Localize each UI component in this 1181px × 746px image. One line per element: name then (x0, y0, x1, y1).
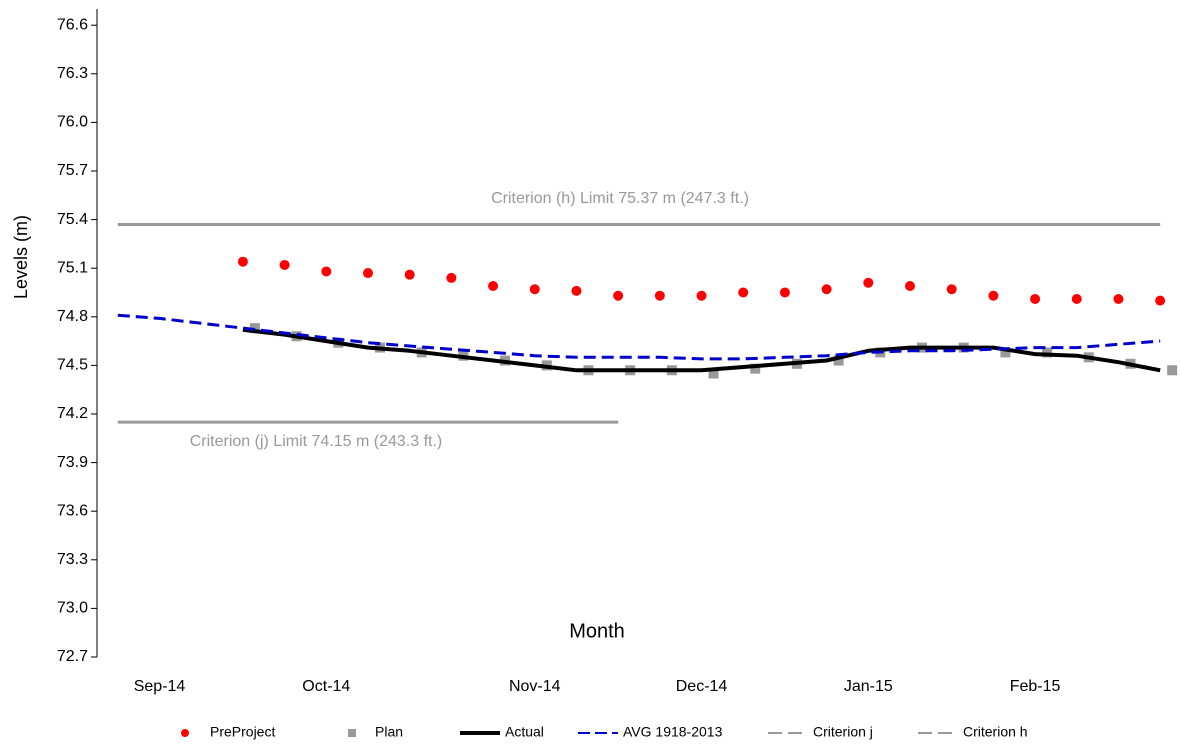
data-point (1167, 365, 1178, 376)
data-point (833, 355, 844, 366)
y-tick-label: 74.5 (57, 357, 88, 374)
data-point (738, 287, 749, 298)
data-point (613, 290, 624, 301)
data-point (988, 290, 999, 301)
legend-label: PreProject (210, 724, 275, 740)
y-tick-label: 73.0 (57, 600, 88, 617)
y-tick-label: 73.3 (57, 551, 88, 568)
y-tick-label: 75.7 (57, 162, 88, 179)
data-point (946, 284, 957, 295)
x-axis-title: Month (569, 620, 625, 642)
annotation: Criterion (h) Limit 75.37 m (247.3 ft.) (491, 190, 749, 207)
legend-label: Actual (505, 724, 544, 740)
y-tick-label: 76.6 (57, 16, 88, 33)
data-point (1155, 295, 1166, 306)
y-tick-label: 73.9 (57, 454, 88, 471)
data-point (654, 290, 665, 301)
x-tick-label: Nov-14 (509, 678, 561, 695)
data-point (821, 284, 832, 295)
data-point (488, 281, 499, 292)
y-tick-label: 76.3 (57, 65, 88, 82)
legend-label: Criterion h (963, 724, 1028, 740)
y-tick-label: 73.6 (57, 502, 88, 519)
y-axis-title: Levels (m) (11, 215, 31, 299)
y-tick-label: 74.2 (57, 405, 88, 422)
data-point (1042, 347, 1053, 358)
y-tick-label: 74.8 (57, 308, 88, 325)
data-point (750, 363, 761, 374)
legend-label: Plan (375, 724, 403, 740)
data-point (779, 287, 790, 298)
x-tick-label: Oct-14 (302, 678, 350, 695)
legend-label: Criterion j (813, 724, 873, 740)
legend-symbol (181, 729, 189, 737)
legend-symbol (348, 729, 356, 737)
y-tick-label: 75.4 (57, 211, 88, 228)
series-line (242, 327, 1161, 373)
x-tick-label: Dec-14 (676, 678, 728, 695)
data-point (708, 368, 719, 379)
x-tick-label: Sep-14 (134, 678, 186, 695)
y-tick-label: 72.7 (57, 648, 88, 665)
data-point (1113, 293, 1124, 304)
data-point (404, 269, 415, 280)
data-point (1030, 293, 1041, 304)
annotation: Criterion (j) Limit 74.15 m (243.3 ft.) (190, 433, 443, 450)
data-point (1071, 293, 1082, 304)
data-point (321, 266, 332, 277)
y-tick-label: 76.0 (57, 114, 88, 131)
data-point (529, 284, 540, 295)
data-point (905, 281, 915, 292)
data-point (863, 277, 874, 288)
x-tick-label: Feb-15 (1010, 678, 1061, 695)
data-point (1000, 347, 1011, 358)
series-line (117, 313, 1161, 361)
y-tick-label: 75.1 (57, 259, 88, 276)
data-point (696, 290, 707, 301)
data-point (363, 268, 373, 279)
data-point (571, 285, 582, 296)
x-tick-label: Jan-15 (844, 678, 893, 695)
data-point (237, 256, 248, 267)
legend-label: AVG 1918-2013 (623, 724, 723, 740)
data-point (279, 259, 290, 270)
data-point (446, 272, 457, 283)
